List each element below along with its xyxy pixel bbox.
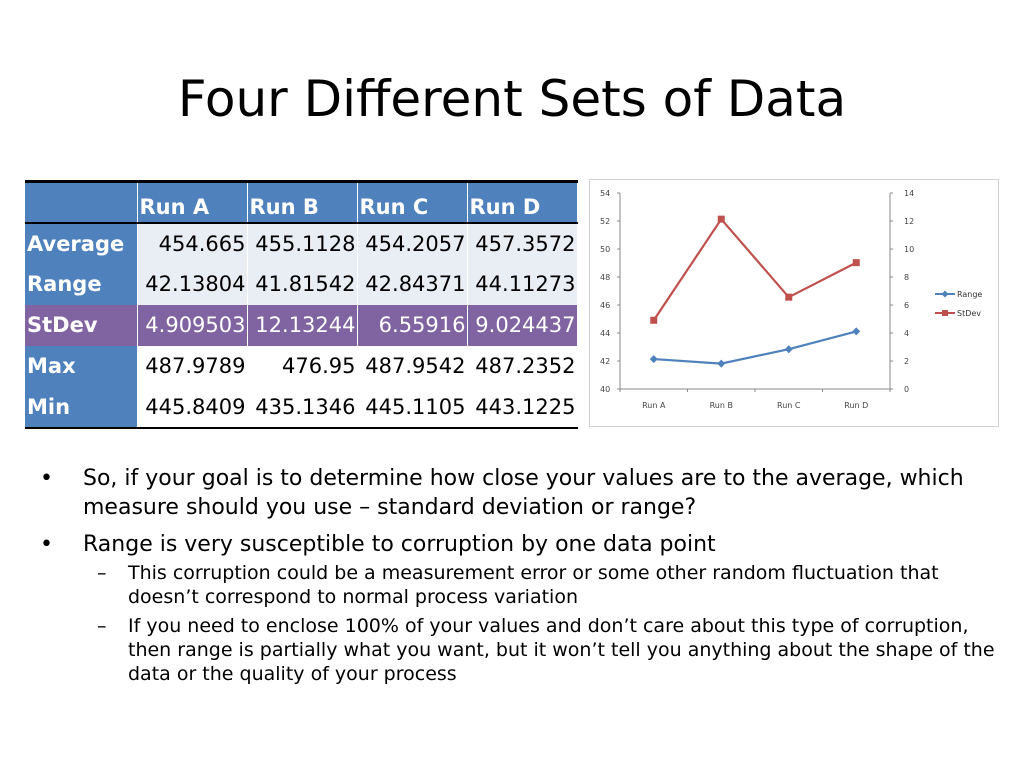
y-right-tick-label: 12 — [904, 217, 914, 226]
table-cell: 487.2352 — [467, 345, 578, 387]
table-corner-cell — [25, 181, 138, 223]
sub-bullet-list: This corruption could be a measurement e… — [83, 561, 1000, 686]
y-right-tick-label: 14 — [904, 189, 914, 198]
series-line-stdev — [652, 217, 857, 321]
table-cell: 476.95 — [247, 345, 358, 387]
data-table: Run A Run B Run C Run D Average 454.665 … — [25, 180, 578, 429]
table-cell: 443.1225 — [467, 386, 578, 428]
data-point — [649, 355, 658, 364]
table-cell: 454.665 — [137, 222, 248, 264]
y-right-tick-label: 0 — [904, 385, 909, 394]
line-chart: 40 42 44 46 48 50 52 54 0 2 4 6 8 10 12 14 Run A Run B Run… — [589, 179, 999, 427]
y-left-tick-label: 44 — [600, 329, 610, 338]
series-line-range — [653, 330, 857, 365]
row-label: Min — [25, 386, 138, 428]
table-cell: 457.3572 — [467, 222, 578, 264]
table-cell: 44.11273 — [467, 263, 578, 305]
column-header-run-d: Run D — [467, 181, 578, 223]
column-header-run-a: Run A — [137, 181, 248, 223]
legend-marker — [942, 310, 948, 316]
data-point — [717, 359, 726, 368]
table-cell: 12.13244 — [247, 304, 358, 346]
row-label: StDev — [25, 304, 138, 346]
y-right-tick-label: 10 — [904, 245, 914, 254]
row-label: Average — [25, 222, 138, 264]
table-cell: 487.9542 — [357, 345, 468, 387]
data-point — [852, 259, 860, 267]
table-header-row: Run A Run B Run C Run D — [25, 181, 578, 223]
table-row-stdev: StDev 4.909503 12.13244 6.55916 9.024437 — [25, 304, 578, 346]
table-row-max: Max 487.9789 476.95 487.9542 487.2352 — [25, 345, 578, 387]
sub-bullet-item: If you need to enclose 100% of your valu… — [83, 614, 1000, 686]
y-left-tick-label: 50 — [600, 245, 610, 254]
column-header-run-c: Run C — [357, 181, 468, 223]
y-left-tick-label: 52 — [600, 217, 610, 226]
x-tick-label: Run A — [642, 401, 666, 410]
y-left-tick-label: 42 — [600, 357, 610, 366]
table-cell: 454.2057 — [357, 222, 468, 264]
bullet-item: So, if your goal is to determine how clo… — [40, 464, 1000, 522]
bullet-list: So, if your goal is to determine how clo… — [40, 464, 1000, 694]
bullet-item: Range is very susceptible to corruption … — [40, 530, 1000, 686]
table-cell: 42.13804 — [137, 263, 248, 305]
table-cell: 435.1346 — [247, 386, 358, 428]
x-tick-label: Run B — [710, 401, 733, 410]
sub-bullet-item: This corruption could be a measurement e… — [83, 561, 1000, 609]
bullet-text: Range is very susceptible to corruption … — [83, 532, 716, 557]
y-right-tick-label: 4 — [904, 329, 909, 338]
y-right-tick-label: 6 — [904, 301, 909, 310]
y-left-tick-label: 54 — [600, 189, 610, 198]
table-cell: 445.8409 — [137, 386, 248, 428]
table-cell: 41.81542 — [247, 263, 358, 305]
table-cell: 4.909503 — [137, 304, 248, 346]
table-row-range: Range 42.13804 41.81542 42.84371 44.1127… — [25, 263, 578, 305]
row-label: Range — [25, 263, 138, 305]
table-cell: 445.1105 — [357, 386, 468, 428]
legend-label-range: Range — [957, 290, 982, 299]
bullet-text: So, if your goal is to determine how clo… — [83, 466, 964, 520]
data-point — [784, 345, 793, 354]
y-left-tick-label: 48 — [600, 273, 610, 282]
table-cell: 6.55916 — [357, 304, 468, 346]
y-left-tick-label: 40 — [600, 385, 610, 394]
legend-label-stdev: StDev — [957, 309, 981, 318]
slide-title: Four Different Sets of Data — [177, 70, 847, 128]
column-header-run-b: Run B — [247, 181, 358, 223]
data-point — [785, 293, 793, 301]
table-row-min: Min 445.8409 435.1346 445.1105 443.1225 — [25, 386, 578, 428]
table-row-average: Average 454.665 455.1128 454.2057 457.35… — [25, 222, 578, 264]
x-tick-label: Run C — [777, 401, 801, 410]
legend-marker — [941, 290, 949, 298]
data-point — [650, 316, 658, 324]
data-point — [717, 215, 725, 223]
y-left-tick-label: 46 — [600, 301, 610, 310]
x-tick-label: Run D — [844, 401, 868, 410]
row-label: Max — [25, 345, 138, 387]
y-right-tick-label: 2 — [904, 357, 909, 366]
table-cell: 487.9789 — [137, 345, 248, 387]
data-point — [852, 327, 861, 336]
table-cell: 455.1128 — [247, 222, 358, 264]
y-right-tick-label: 8 — [904, 273, 909, 282]
table-cell: 42.84371 — [357, 263, 468, 305]
table-cell: 9.024437 — [467, 304, 578, 346]
